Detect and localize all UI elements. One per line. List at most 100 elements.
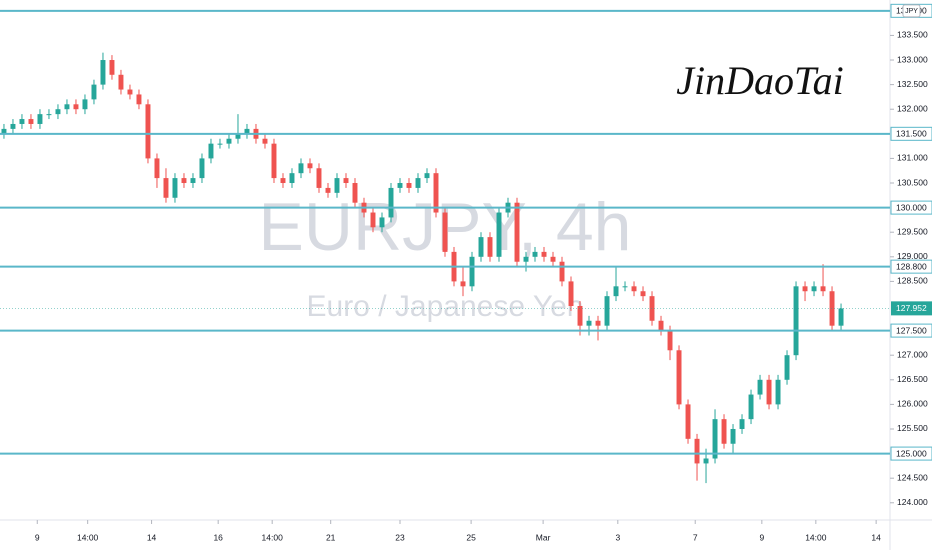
- candle-body: [64, 104, 70, 110]
- candle-body: [694, 438, 700, 464]
- candle-body: [649, 296, 655, 321]
- candle-body: [307, 163, 313, 169]
- candle-body: [793, 286, 799, 356]
- candle-body: [514, 202, 520, 262]
- candle-body: [226, 138, 232, 144]
- y-tick-label: 127.000: [897, 349, 928, 359]
- y-tick-label: 129.000: [897, 251, 928, 261]
- candle-body: [262, 138, 268, 144]
- x-tick-label: 7: [693, 532, 698, 542]
- candle-body: [433, 173, 439, 213]
- candle-body: [280, 178, 286, 184]
- candle-body: [55, 109, 61, 115]
- y-tick-label: 130.500: [897, 177, 928, 187]
- candle-body: [397, 183, 403, 188]
- candle-body: [712, 419, 718, 459]
- y-tick-label: 124.000: [897, 497, 928, 507]
- candle-body: [739, 419, 745, 429]
- candle-body: [766, 379, 772, 405]
- candle-body: [667, 330, 673, 351]
- candle-body: [172, 178, 178, 198]
- x-tick-label: 14:00: [77, 532, 99, 542]
- candle-body: [109, 60, 115, 75]
- candle-body: [73, 104, 79, 110]
- candle-body: [208, 143, 214, 159]
- candle-body: [235, 133, 241, 139]
- candle-body: [271, 143, 277, 179]
- candle-body: [91, 84, 97, 100]
- candle-body: [217, 143, 223, 145]
- x-tick-label: 14: [147, 532, 157, 542]
- candle-body: [46, 114, 52, 116]
- x-tick-label: 14:00: [262, 532, 284, 542]
- candle-body: [613, 286, 619, 297]
- candle-body: [82, 99, 88, 110]
- signature: JinDaoTai: [676, 58, 843, 103]
- candle-body: [496, 212, 502, 257]
- level-label-box: [890, 446, 932, 461]
- candle-body: [298, 163, 304, 174]
- candle-body: [289, 173, 295, 184]
- candle-body: [631, 286, 637, 292]
- x-tick-label: 14: [871, 532, 881, 542]
- candle-body: [1, 128, 7, 134]
- candle-body: [379, 217, 385, 228]
- candle-body: [784, 355, 790, 380]
- currency-label: JPY: [905, 8, 918, 15]
- level-label: 127.500: [896, 325, 927, 335]
- candle-body: [721, 419, 727, 444]
- x-tick-label: 16: [213, 532, 223, 542]
- level-label: 131.500: [896, 129, 927, 139]
- candle-body: [658, 320, 664, 331]
- candle-body: [586, 320, 592, 326]
- y-tick-label: 128.500: [897, 276, 928, 286]
- candle-body: [829, 291, 835, 326]
- candle-body: [469, 256, 475, 287]
- level-label: 128.800: [896, 261, 927, 271]
- candle-body: [415, 178, 421, 188]
- candle-body: [757, 379, 763, 395]
- candle-body: [406, 183, 412, 188]
- last-price-box: [891, 301, 932, 316]
- candle-body: [604, 296, 610, 326]
- candle-body: [703, 458, 709, 464]
- y-tick-label: 129.500: [897, 226, 928, 236]
- candle-body: [145, 104, 151, 159]
- candle-body: [730, 428, 736, 444]
- candle-body: [820, 286, 826, 292]
- candle-body: [622, 286, 628, 288]
- level-label: 130.000: [896, 202, 927, 212]
- candle-body: [325, 187, 331, 193]
- x-tick-label: 21: [326, 532, 336, 542]
- candle-body: [136, 94, 142, 105]
- candle-body: [811, 286, 817, 292]
- candle-body: [28, 119, 34, 124]
- candle-body: [424, 173, 430, 179]
- candle-body: [802, 286, 808, 292]
- x-tick-label: 25: [466, 532, 476, 542]
- candle-body: [559, 261, 565, 282]
- candle-body: [163, 178, 169, 198]
- candle-body: [577, 305, 583, 326]
- x-tick-label: Mar: [536, 532, 551, 542]
- candle-body: [154, 158, 160, 179]
- candle-body: [127, 89, 133, 95]
- level-label-box: [890, 126, 932, 141]
- candle-body: [676, 350, 682, 405]
- watermark-description: Euro / Japanese Yen: [307, 290, 584, 323]
- level-label-box: [890, 323, 932, 338]
- candle-body: [532, 251, 538, 257]
- x-tick-label: 3: [615, 532, 620, 542]
- candle-body: [100, 60, 106, 85]
- candle-body: [568, 281, 574, 306]
- candle-body: [343, 178, 349, 184]
- candle-body: [37, 114, 43, 124]
- candle-body: [181, 178, 187, 184]
- candle-body: [10, 123, 16, 129]
- candle-body: [748, 394, 754, 420]
- y-tick-label: 132.000: [897, 103, 928, 113]
- y-tick-label: 131.000: [897, 153, 928, 163]
- candle-body: [640, 291, 646, 297]
